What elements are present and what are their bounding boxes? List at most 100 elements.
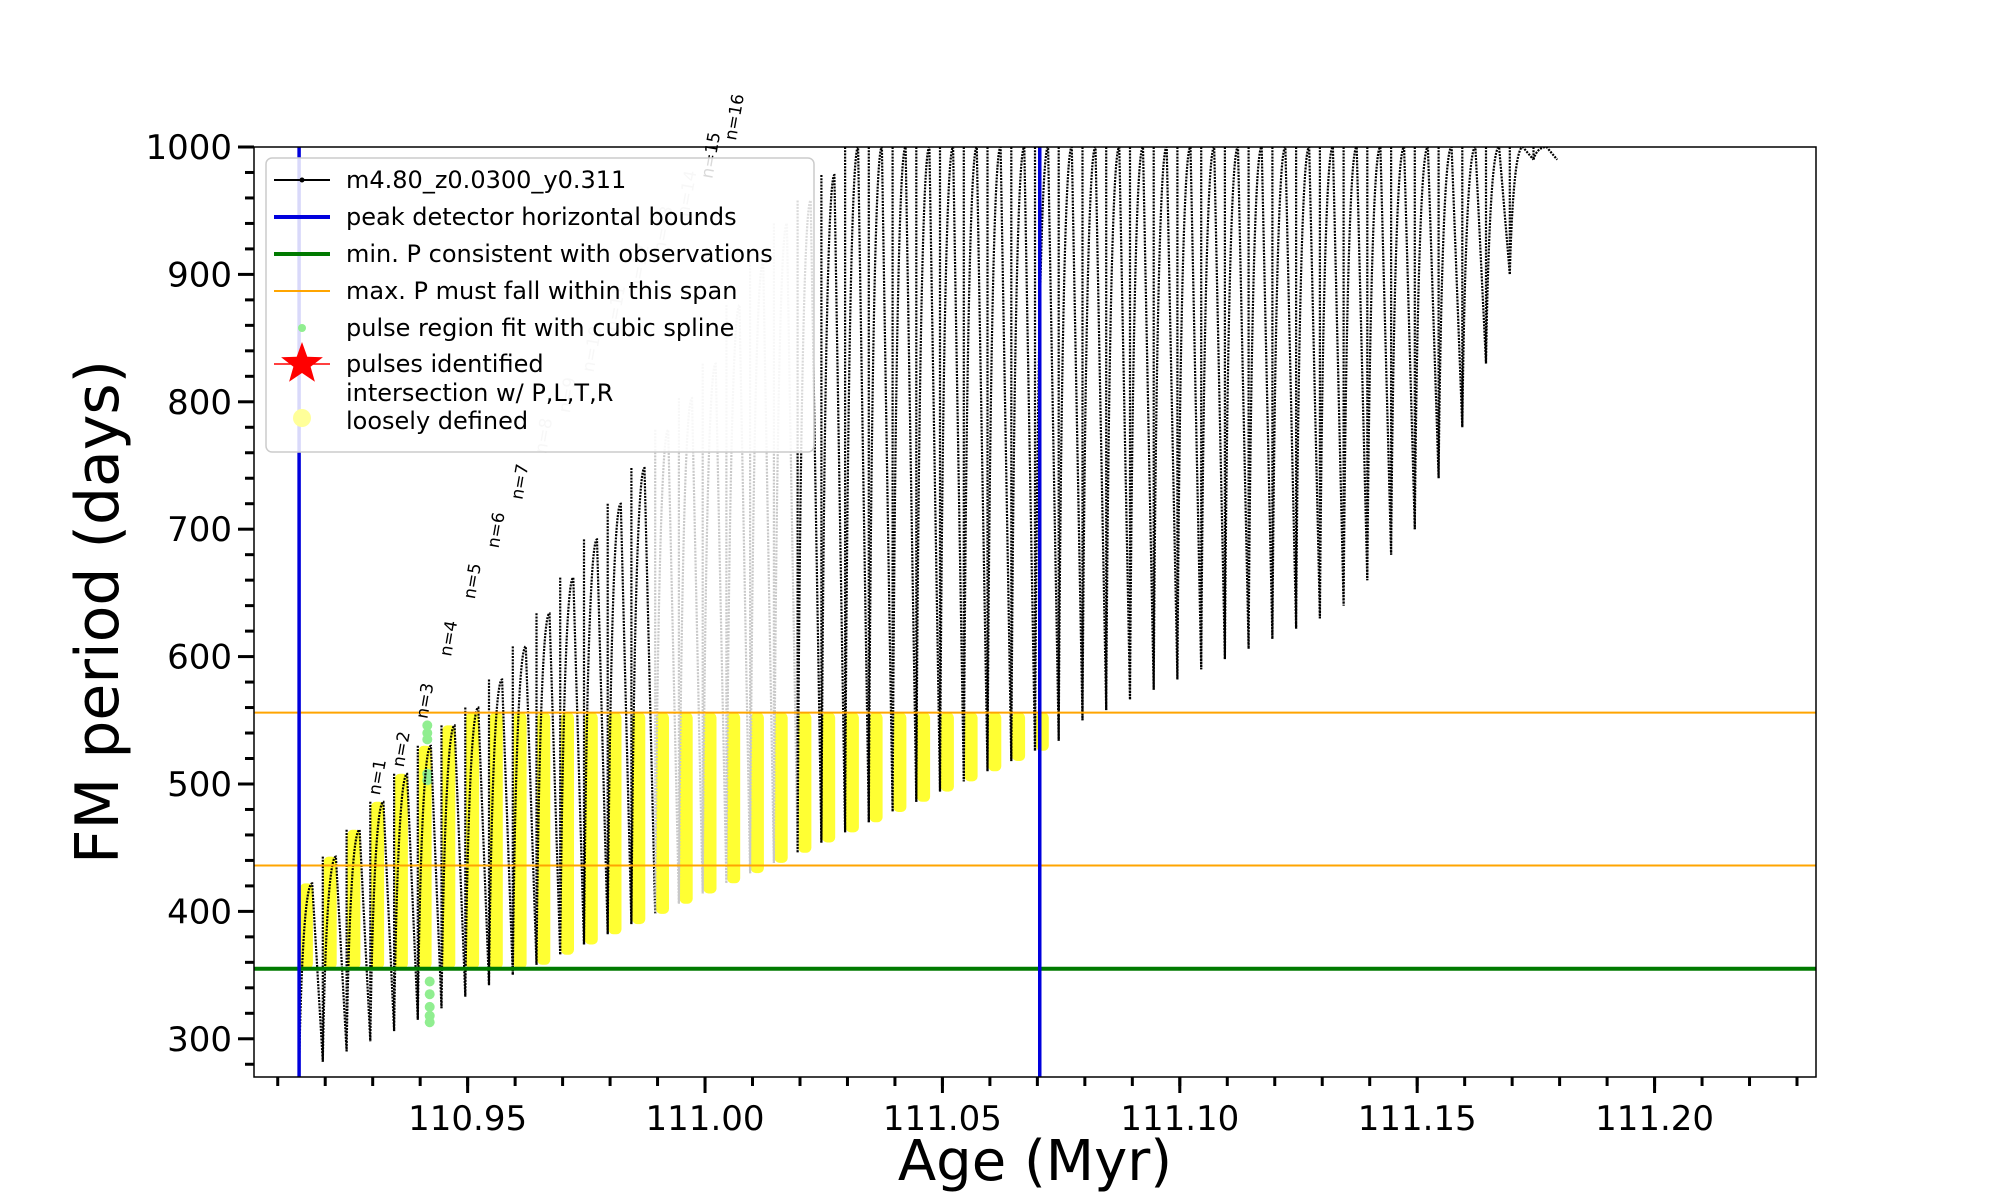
intersection-highlight <box>798 712 812 853</box>
pulse-curve <box>393 772 419 1032</box>
pulse-curve <box>820 173 847 843</box>
pulse-series <box>298 147 1559 1071</box>
legend-label-line: pulse region fit with cubic spline <box>346 314 734 342</box>
y-tick-label: 500 <box>167 765 232 805</box>
intersection-highlight <box>418 745 432 969</box>
intersection-highlight <box>323 856 337 969</box>
pulse-curve <box>1484 147 1511 364</box>
pulse-curve <box>1342 147 1369 606</box>
intersection-highlight <box>371 801 385 969</box>
legend-frame <box>265 157 815 453</box>
plot-frame <box>253 146 1817 1078</box>
x-axis: 110.95 111.00 111.05 111.10 111.15 111.20 <box>276 1077 1799 1139</box>
y-tick-label: 1000 <box>145 128 232 168</box>
pulse-curve <box>867 147 894 823</box>
y-tick-label: 400 <box>167 892 232 932</box>
intersection-highlight <box>513 712 527 969</box>
legend-label: pulses identified <box>346 350 544 378</box>
legend-label-line: loosely defined <box>346 407 528 435</box>
pulse-curve <box>1200 147 1226 670</box>
y-tick-label: 700 <box>167 510 232 550</box>
intersection-highlights <box>299 712 1049 969</box>
pulse-curve <box>345 828 372 1052</box>
pulse-curve <box>416 744 443 1020</box>
legend-label: intersection w/ P,L,T,R loosely defined <box>346 379 613 435</box>
pulse-curve <box>1318 147 1345 619</box>
intersection-highlight <box>917 712 931 802</box>
x-tick-label: 111.15 <box>1358 1099 1477 1139</box>
pulse-curve <box>1057 147 1084 741</box>
intersection-highlight <box>703 712 717 894</box>
intersection-highlight <box>442 725 456 969</box>
pulse-curve <box>915 147 942 802</box>
legend-label-line: pulses identified <box>346 350 544 378</box>
pulse-curve <box>986 147 1013 772</box>
pulse-curve <box>1105 147 1132 711</box>
intersection-highlight <box>632 712 646 925</box>
legend-label: m4.80_z0.0300_y0.311 <box>346 166 626 194</box>
pulse-curve <box>1508 147 1535 275</box>
legend-label-line: peak detector horizontal bounds <box>346 203 737 231</box>
y-tick-label: 900 <box>167 255 232 295</box>
pulse-curve <box>938 147 965 792</box>
pulse-curve <box>559 576 586 955</box>
spline-fit-point <box>422 720 433 731</box>
pulse-curve <box>844 147 870 833</box>
legend-star-icon <box>281 342 323 382</box>
spline-fit-point <box>422 734 433 745</box>
pulse-curve <box>487 678 514 986</box>
pulse-curve <box>1176 147 1203 680</box>
legend-label-line: m4.80_z0.0300_y0.311 <box>346 166 626 194</box>
legend-label-line: max. P must fall within this span <box>346 277 737 305</box>
intersection-highlight <box>466 712 480 969</box>
pulse-curve <box>606 502 633 935</box>
y-axis-label: FM period (days) <box>63 360 133 864</box>
pulse-curve <box>891 147 918 813</box>
x-tick-label: 111.05 <box>883 1099 1002 1139</box>
y-tick-label: 800 <box>167 383 232 423</box>
intersection-highlight <box>655 712 669 914</box>
intersection-highlight <box>822 712 836 843</box>
pulse-curve <box>321 855 348 1062</box>
intersection-highlight <box>845 712 859 833</box>
intersection-highlight <box>560 712 574 955</box>
intersection-highlight <box>727 712 741 884</box>
pulse-curve <box>630 466 657 925</box>
intersection-highlight <box>869 712 883 823</box>
x-tick-label: 111.10 <box>1120 1099 1239 1139</box>
x-axis-label: Age (Myr) <box>898 1129 1172 1194</box>
legend-label: max. P must fall within this span <box>346 277 737 305</box>
pulse-curve <box>1010 147 1037 762</box>
pulse-curve <box>369 800 396 1042</box>
legend-handle <box>298 324 306 332</box>
pulse-curve <box>535 612 562 965</box>
spline-fit-points <box>422 720 435 1028</box>
intersection-highlight <box>893 712 907 812</box>
spline-fit-point <box>424 1001 435 1012</box>
intersection-highlight <box>489 712 503 969</box>
spline-fit-point <box>424 976 435 987</box>
x-tick-label: 110.95 <box>408 1099 527 1139</box>
legend-handle-marker <box>299 177 305 183</box>
intersection-highlight <box>750 712 764 874</box>
pulse-curve <box>511 645 538 976</box>
pulse-curve <box>1390 147 1416 555</box>
spline-fit-point <box>424 989 435 1000</box>
x-tick-label: 111.00 <box>646 1099 765 1139</box>
intersection-highlight <box>964 712 978 782</box>
legend-handle <box>293 409 311 427</box>
legend-label: pulse region fit with cubic spline <box>346 314 734 342</box>
pulse-curve <box>1461 147 1488 428</box>
intersection-highlight <box>940 712 954 792</box>
legend-label-line: min. P consistent with observations <box>346 240 773 268</box>
pulse-curve <box>1295 147 1321 629</box>
legend-label-line: intersection w/ P,L,T,R <box>346 379 613 407</box>
intersection-highlight <box>1035 712 1049 751</box>
intersection-highlight <box>774 712 788 863</box>
pulse-curve <box>440 724 467 1009</box>
pulse-curve <box>1247 147 1274 649</box>
spline-fit-point <box>424 1017 435 1028</box>
pulse-curve <box>582 538 609 945</box>
intersection-highlight <box>394 773 408 969</box>
